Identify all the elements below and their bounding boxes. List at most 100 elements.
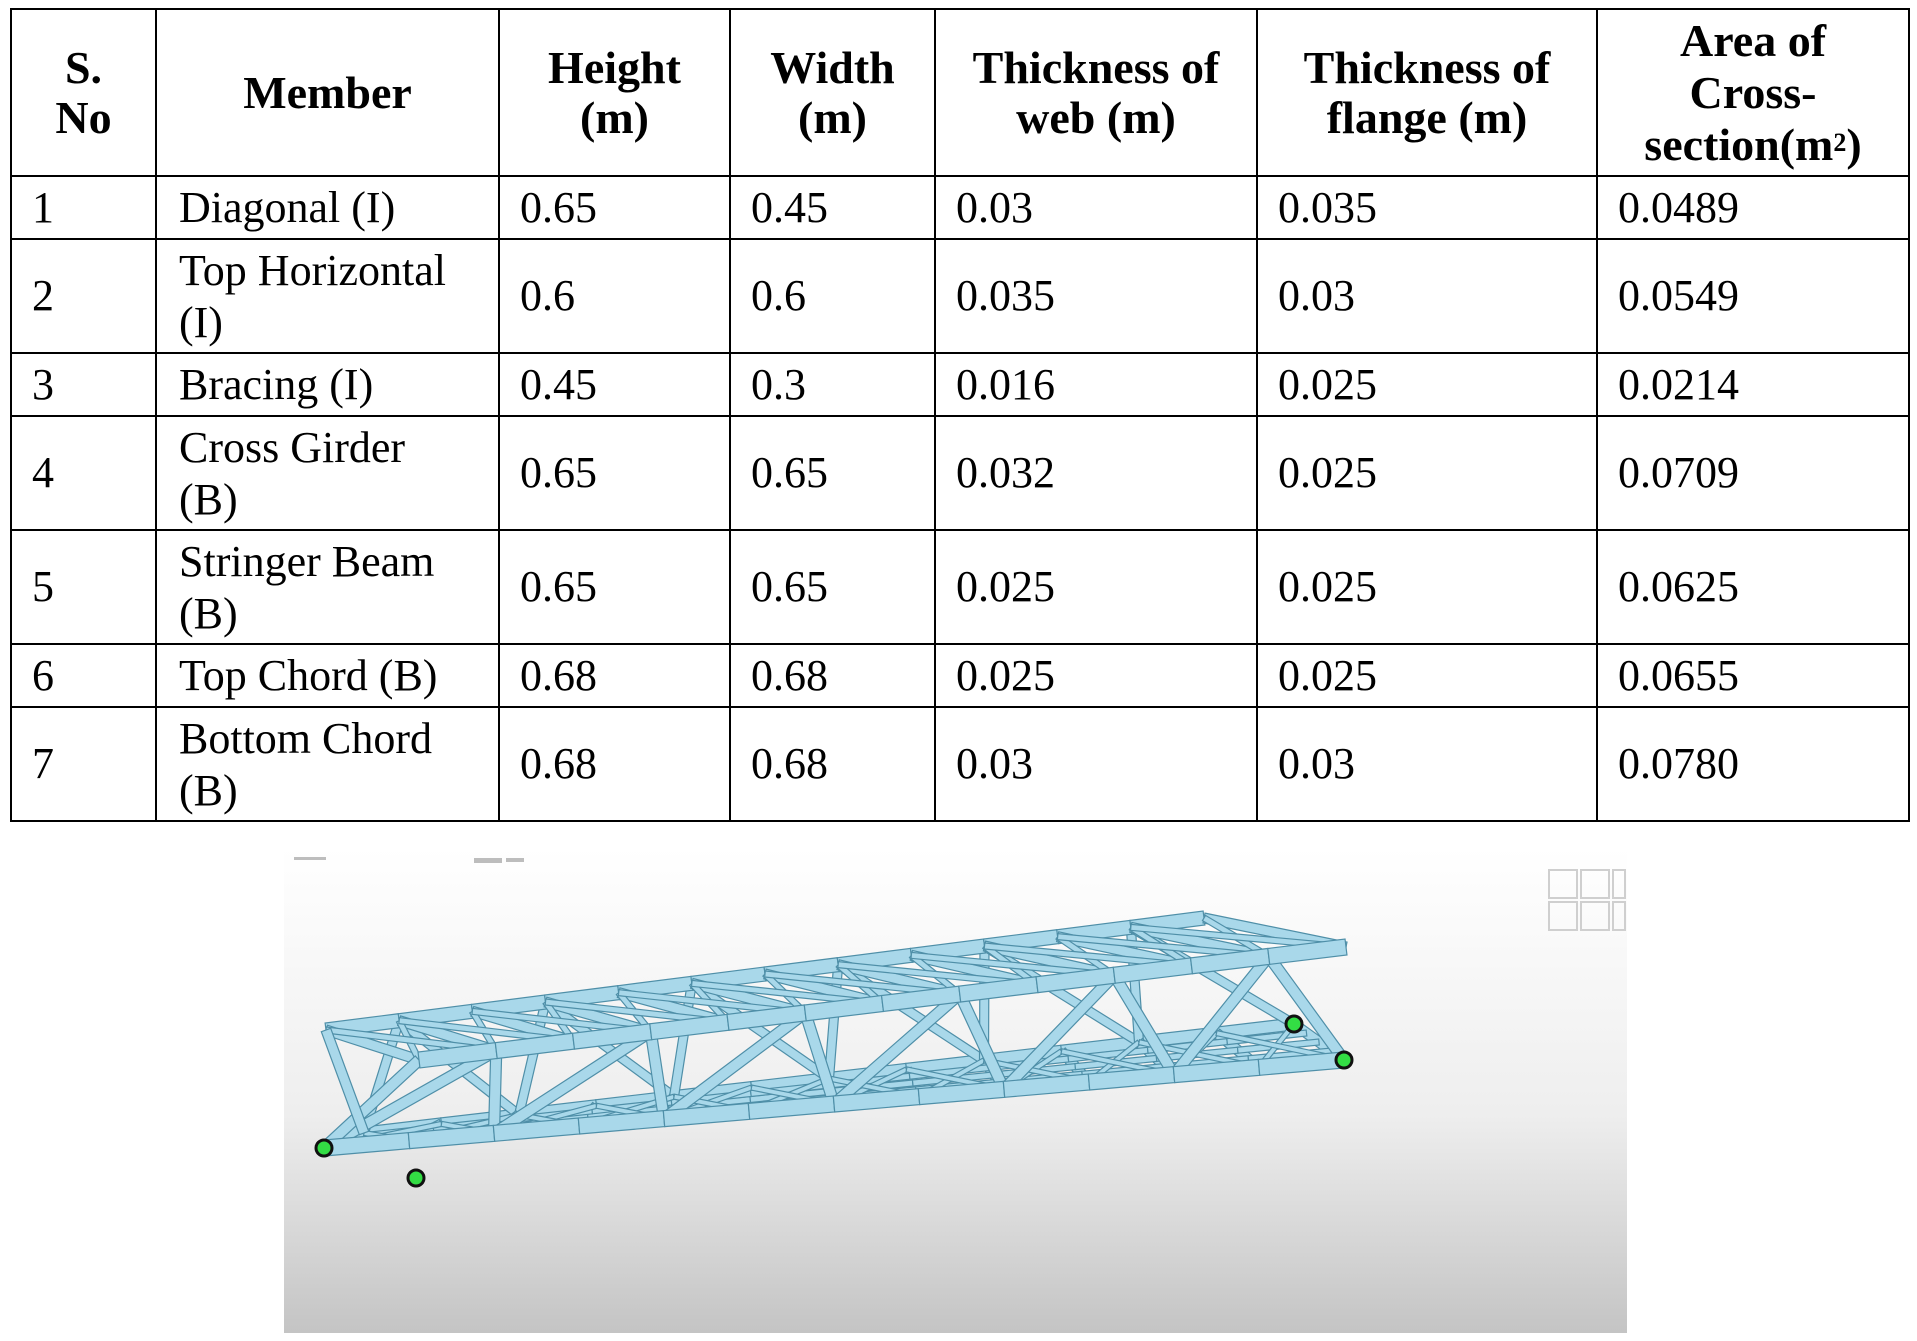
header-width: Width (m) xyxy=(729,8,936,177)
cell-sno: 6 xyxy=(10,643,157,708)
cell-width: 0.65 xyxy=(729,529,936,645)
header-flange-line1: Thickness of xyxy=(1303,41,1551,93)
cell-sno: 4 xyxy=(10,415,157,531)
table-row: 6 Top Chord (B) 0.68 0.68 0.025 0.025 0.… xyxy=(10,643,1910,708)
cell-flange: 0.025 xyxy=(1256,352,1598,417)
view-cube-icon[interactable] xyxy=(1548,869,1626,931)
cell-flange: 0.03 xyxy=(1256,238,1598,354)
section-properties-table-container: S. No Member Height (m) Width (m) Thickn… xyxy=(10,8,1910,822)
end-post-member xyxy=(320,1027,370,1136)
cell-web: 0.025 xyxy=(934,529,1258,645)
viewport-toolbar-remnants xyxy=(294,857,524,863)
cell-width: 0.65 xyxy=(729,415,936,531)
cell-member: Diagonal (I) xyxy=(155,175,500,240)
header-height-line1: Height xyxy=(548,41,681,93)
header-area-line3-tail: ) xyxy=(1846,118,1862,170)
header-web-line2: web (m) xyxy=(1016,91,1176,143)
section-properties-table: S. No Member Height (m) Width (m) Thickn… xyxy=(10,8,1910,822)
cell-width: 0.68 xyxy=(729,706,936,822)
cell-web: 0.032 xyxy=(934,415,1258,531)
cell-member-line2: (B) xyxy=(179,475,238,524)
cell-flange: 0.025 xyxy=(1256,643,1598,708)
cell-flange: 0.035 xyxy=(1256,175,1598,240)
cell-sno: 2 xyxy=(10,238,157,354)
truss-structure xyxy=(314,910,1354,1188)
header-flange-thickness: Thickness of flange (m) xyxy=(1256,8,1598,177)
top-bracing-member xyxy=(1129,923,1347,951)
cell-web: 0.016 xyxy=(934,352,1258,417)
cell-flange: 0.025 xyxy=(1256,529,1598,645)
cell-area: 0.0625 xyxy=(1596,529,1910,645)
header-area-line1: Area of xyxy=(1679,14,1827,66)
cell-web: 0.03 xyxy=(934,706,1258,822)
cell-width: 0.68 xyxy=(729,643,936,708)
cell-member-line1: Top Chord (B) xyxy=(179,650,438,700)
table-row: 4 Cross Girder (B) 0.65 0.65 0.032 0.025… xyxy=(10,415,1910,531)
header-area-line3-text: section(m xyxy=(1644,118,1834,170)
table-row: 2 Top Horizontal (I) 0.6 0.6 0.035 0.03 … xyxy=(10,238,1910,354)
header-sno-line2: No xyxy=(55,91,112,143)
cell-height: 0.65 xyxy=(498,415,731,531)
cell-member-line2: (B) xyxy=(179,766,238,815)
table-row: 5 Stringer Beam (B) 0.65 0.65 0.025 0.02… xyxy=(10,529,1910,645)
cell-area: 0.0655 xyxy=(1596,643,1910,708)
header-area-line2: Cross- xyxy=(1689,66,1817,118)
cell-area: 0.0489 xyxy=(1596,175,1910,240)
cell-member-line1: Top Horizontal xyxy=(179,246,446,295)
cell-web: 0.03 xyxy=(934,175,1258,240)
header-area-line3: section(m2) xyxy=(1598,119,1908,171)
cell-member-line1: Stringer Beam xyxy=(179,537,435,586)
cell-sno: 1 xyxy=(10,175,157,240)
truss-bridge-figure xyxy=(284,848,1627,1333)
cell-member: Bottom Chord (B) xyxy=(155,706,500,822)
header-area-superscript: 2 xyxy=(1833,127,1847,157)
cell-sno: 3 xyxy=(10,352,157,417)
support-node-icon xyxy=(1284,1014,1304,1034)
cell-height: 0.45 xyxy=(498,352,731,417)
header-member: Member xyxy=(155,8,500,177)
cell-web: 0.035 xyxy=(934,238,1258,354)
cell-width: 0.45 xyxy=(729,175,936,240)
header-width-line1: Width xyxy=(770,41,895,93)
table-row: 3 Bracing (I) 0.45 0.3 0.016 0.025 0.021… xyxy=(10,352,1910,417)
header-height-line2: (m) xyxy=(580,91,649,143)
cell-member-line1: Cross Girder xyxy=(179,423,406,472)
cell-member-line1: Bracing (I) xyxy=(179,359,374,409)
cell-member: Top Chord (B) xyxy=(155,643,500,708)
cell-member-line2: (B) xyxy=(179,589,238,638)
header-member-label: Member xyxy=(243,66,412,118)
cell-height: 0.6 xyxy=(498,238,731,354)
cell-width: 0.6 xyxy=(729,238,936,354)
cell-sno: 7 xyxy=(10,706,157,822)
support-node-icon xyxy=(1334,1050,1354,1070)
header-height: Height (m) xyxy=(498,8,731,177)
truss-bridge-drawing xyxy=(284,848,1627,1333)
diagonal-near-member xyxy=(487,1049,503,1135)
cell-member-line1: Diagonal (I) xyxy=(179,182,396,232)
header-web-line1: Thickness of xyxy=(972,41,1220,93)
top-chord-near-member xyxy=(1267,938,1348,966)
cell-member-line1: Bottom Chord xyxy=(179,714,433,763)
cell-web: 0.025 xyxy=(934,643,1258,708)
table-row: 7 Bottom Chord (B) 0.68 0.68 0.03 0.03 0… xyxy=(10,706,1910,822)
cell-sno: 5 xyxy=(10,529,157,645)
cell-height: 0.68 xyxy=(498,643,731,708)
cell-area: 0.0214 xyxy=(1596,352,1910,417)
cell-width: 0.3 xyxy=(729,352,936,417)
header-area: Area of Cross- section(m2) xyxy=(1596,8,1910,177)
cell-member: Bracing (I) xyxy=(155,352,500,417)
support-node-icon xyxy=(314,1138,334,1158)
cell-member: Top Horizontal (I) xyxy=(155,238,500,354)
cell-area: 0.0709 xyxy=(1596,415,1910,531)
header-sno-line1: S. xyxy=(64,41,103,93)
header-web-thickness: Thickness of web (m) xyxy=(934,8,1258,177)
cell-height: 0.68 xyxy=(498,706,731,822)
header-width-line2: (m) xyxy=(798,91,867,143)
header-flange-line2: flange (m) xyxy=(1326,91,1528,143)
cell-flange: 0.03 xyxy=(1256,706,1598,822)
cell-member: Cross Girder (B) xyxy=(155,415,500,531)
cell-flange: 0.025 xyxy=(1256,415,1598,531)
cell-area: 0.0549 xyxy=(1596,238,1910,354)
table-row: 1 Diagonal (I) 0.65 0.45 0.03 0.035 0.04… xyxy=(10,175,1910,240)
cell-height: 0.65 xyxy=(498,175,731,240)
